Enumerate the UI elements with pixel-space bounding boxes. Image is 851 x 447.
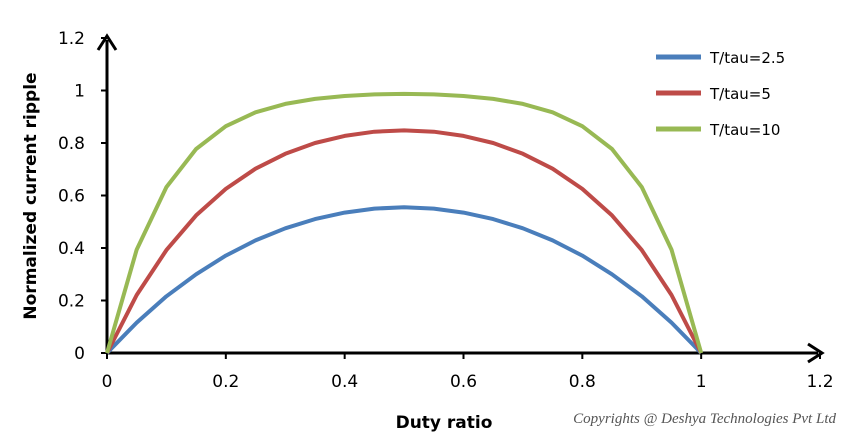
x-tick-label: 1.2 xyxy=(806,372,833,392)
x-tick-label: 0.2 xyxy=(212,372,239,392)
x-tick-label: 0 xyxy=(102,372,113,392)
x-tick-label: 0.8 xyxy=(569,372,596,392)
series-line-2 xyxy=(105,128,703,354)
x-tick-label: 1 xyxy=(696,372,707,392)
legend-label-2: T/tau=5 xyxy=(709,85,771,103)
series-line-3 xyxy=(105,91,704,354)
y-tick-label: 0.6 xyxy=(58,187,85,207)
y-tick-label: 1.2 xyxy=(58,29,85,49)
x-tick-label: 0.4 xyxy=(331,372,358,392)
x-axis-label: Duty ratio xyxy=(396,413,493,433)
y-tick-label: 0.4 xyxy=(58,239,85,259)
legend-label-1: T/tau=2.5 xyxy=(709,49,785,67)
y-tick-label: 0.8 xyxy=(58,134,85,154)
y-tick-label: 0.2 xyxy=(58,292,85,312)
copyright-text: Copyrights @ Deshya Technologies Pvt Ltd xyxy=(573,411,836,427)
y-axis-label: Normalized current ripple xyxy=(21,72,41,319)
series-line-1 xyxy=(105,205,703,355)
y-tick-label: 1 xyxy=(74,82,85,102)
x-axis-arrow xyxy=(807,342,825,364)
legend-label-3: T/tau=10 xyxy=(709,121,780,139)
y-tick-label: 0 xyxy=(74,344,85,364)
y-axis-arrow xyxy=(96,33,118,51)
x-tick-label: 0.6 xyxy=(450,372,477,392)
